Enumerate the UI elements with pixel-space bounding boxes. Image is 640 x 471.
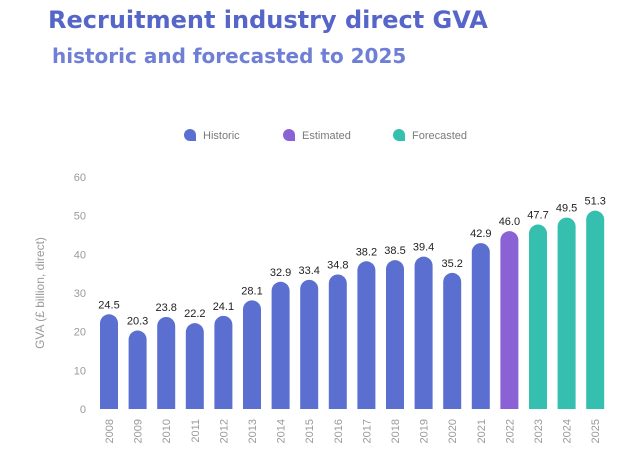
bar-2018 [386, 260, 404, 409]
data-label-2008: 24.5 [98, 299, 119, 311]
bar-2011 [185, 323, 204, 409]
bar-2013 [243, 300, 261, 409]
x-tick-label-2013: 2013 [247, 419, 259, 443]
x-tick-label-2014: 2014 [276, 419, 288, 443]
data-label-2023: 47.7 [527, 210, 548, 222]
data-label-2016: 34.8 [327, 259, 348, 271]
x-tick-label-2021: 2021 [476, 419, 488, 443]
chart-title: Recruitment industry direct GVA [48, 6, 488, 34]
bar-2012 [214, 315, 233, 409]
data-label-2021: 42.9 [470, 228, 491, 240]
data-label-2017: 38.2 [356, 246, 377, 258]
legend-swatch-forecasted [393, 129, 405, 141]
data-label-2015: 33.4 [298, 265, 319, 277]
data-label-2024: 49.5 [556, 203, 577, 215]
chart-subtitle: historic and forecasted to 2025 [52, 44, 407, 68]
legend-swatch-estimated [283, 129, 295, 141]
x-tick-label-2023: 2023 [533, 419, 545, 443]
data-label-2014: 32.9 [270, 267, 291, 279]
legend-label-estimated: Estimated [302, 130, 351, 142]
y-tick-label: 30 [74, 288, 86, 300]
x-tick-label-2010: 2010 [161, 419, 173, 443]
y-axis-label: GVA (£ billion, direct) [33, 237, 47, 349]
data-label-2022: 46.0 [499, 216, 520, 228]
data-label-2012: 24.1 [213, 301, 234, 313]
data-label-2020: 35.2 [441, 258, 462, 270]
bar-2023 [529, 224, 547, 409]
x-tick-label-2008: 2008 [104, 419, 116, 443]
x-tick-label-2019: 2019 [419, 419, 431, 443]
y-tick-label: 0 [80, 404, 86, 416]
x-tick-label-2024: 2024 [562, 419, 574, 443]
y-tick-label: 20 [74, 327, 86, 339]
bar-2022 [500, 231, 519, 409]
bar-2009 [128, 330, 147, 409]
data-label-2018: 38.5 [384, 245, 405, 257]
bar-2024 [557, 217, 576, 409]
x-tick-label-2016: 2016 [333, 419, 345, 443]
y-tick-label: 40 [74, 249, 86, 261]
data-label-2011: 22.2 [184, 308, 205, 320]
bar-2020 [443, 272, 462, 409]
x-tick-label-2017: 2017 [361, 419, 373, 443]
x-tick-label-2018: 2018 [390, 419, 402, 443]
y-tick-label: 50 [74, 211, 86, 223]
data-label-2009: 20.3 [127, 316, 148, 328]
x-tick-label-2009: 2009 [133, 419, 145, 443]
data-label-2025: 51.3 [584, 196, 605, 208]
legend-label-historic: Historic [203, 130, 240, 142]
legend-label-forecasted: Forecasted [412, 130, 467, 142]
bar-2015 [300, 279, 319, 409]
data-label-2010: 23.8 [155, 302, 176, 314]
bar-2021 [471, 243, 490, 409]
bar-2025 [586, 210, 605, 409]
bar-2014 [271, 281, 290, 409]
x-tick-label-2020: 2020 [447, 419, 459, 443]
x-tick-label-2015: 2015 [304, 419, 316, 443]
legend-swatch-historic [184, 129, 196, 141]
bar-2008 [100, 314, 119, 409]
bar-2016 [328, 274, 347, 409]
x-tick-label-2022: 2022 [504, 419, 516, 443]
bar-2010 [157, 316, 176, 409]
x-tick-label-2025: 2025 [590, 419, 602, 443]
y-tick-label: 60 [74, 172, 86, 184]
x-tick-label-2012: 2012 [218, 419, 230, 443]
x-tick-label-2011: 2011 [190, 419, 202, 443]
y-tick-label: 10 [74, 365, 86, 377]
data-label-2013: 28.1 [241, 285, 262, 297]
bar-2017 [357, 261, 376, 409]
data-label-2019: 39.4 [413, 242, 434, 254]
bar-2019 [414, 256, 433, 409]
